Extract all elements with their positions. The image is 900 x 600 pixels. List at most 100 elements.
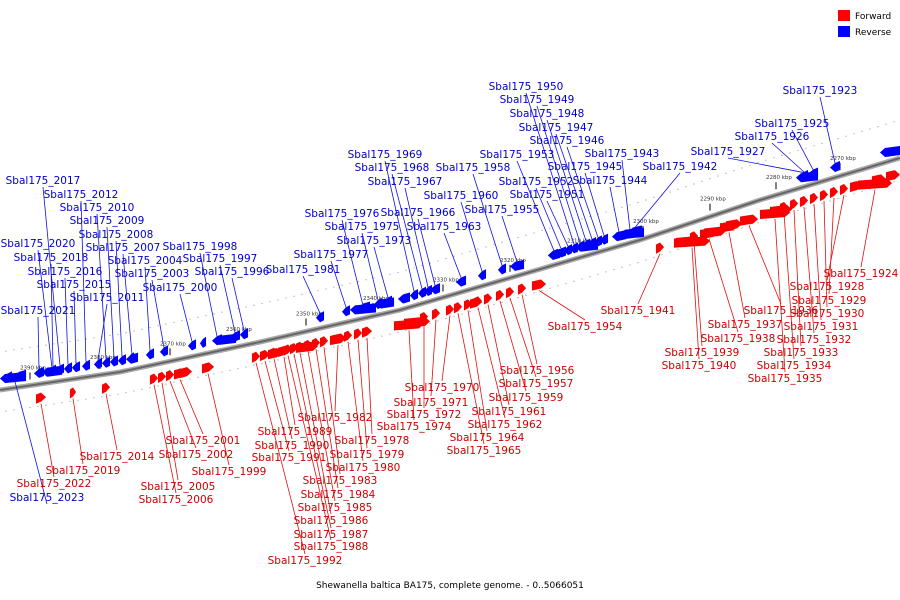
gene-label[interactable]: Sbal175_1997 <box>183 253 258 265</box>
gene-label[interactable]: Sbal175_2010 <box>60 202 135 214</box>
gene-label[interactable]: Sbal175_1965 <box>447 445 522 457</box>
gene-label[interactable]: Sbal175_1930 <box>790 308 865 320</box>
gene-label[interactable]: Sbal175_1958 <box>436 162 511 174</box>
gene-label[interactable]: Sbal175_1937 <box>708 319 783 331</box>
gene-label[interactable]: Sbal175_1945 <box>548 161 623 173</box>
gene-label[interactable]: Sbal175_1976 <box>305 208 380 220</box>
gene-label[interactable]: Sbal175_1923 <box>783 85 858 97</box>
gene-label[interactable]: Sbal175_2014 <box>80 451 155 463</box>
gene-label[interactable]: Sbal175_1985 <box>298 502 373 514</box>
gene-label[interactable]: Sbal175_1983 <box>303 475 378 487</box>
guide-dot <box>725 172 727 174</box>
gene-label[interactable]: Sbal175_2008 <box>79 229 154 241</box>
gene-label[interactable]: Sbal175_1952 <box>499 176 574 188</box>
gene-label[interactable]: Sbal175_1986 <box>294 515 369 527</box>
gene-label[interactable]: Sbal175_1926 <box>735 131 810 143</box>
gene-label[interactable]: Sbal175_1957 <box>499 378 574 390</box>
gene-label[interactable]: Sbal175_2021 <box>1 305 76 317</box>
gene-label[interactable]: Sbal175_2019 <box>46 465 121 477</box>
gene-label[interactable]: Sbal175_1935 <box>748 373 823 385</box>
gene-label[interactable]: Sbal175_2018 <box>14 252 89 264</box>
gene-label[interactable]: Sbal175_1949 <box>500 94 575 106</box>
gene-label[interactable]: Sbal175_2011 <box>70 292 145 304</box>
gene-label[interactable]: Sbal175_1943 <box>585 148 660 160</box>
gene-label[interactable]: Sbal175_1953 <box>480 149 555 161</box>
gene-label[interactable]: Sbal175_1967 <box>368 176 443 188</box>
gene-label[interactable]: Sbal175_1977 <box>294 249 369 261</box>
gene-label[interactable]: Sbal175_1969 <box>348 149 423 161</box>
gene-label[interactable]: Sbal175_1979 <box>330 449 405 461</box>
guide-dot <box>237 368 239 370</box>
gene-label[interactable]: Sbal175_1987 <box>294 529 369 541</box>
gene-label[interactable]: Sbal175_1972 <box>387 409 462 421</box>
gene-label[interactable]: Sbal175_1933 <box>764 347 839 359</box>
gene-label[interactable]: Sbal175_1984 <box>301 489 376 501</box>
gene-label[interactable]: Sbal175_1992 <box>268 555 343 567</box>
gene-label[interactable]: Sbal175_1939 <box>665 347 740 359</box>
gene-label[interactable]: Sbal175_1980 <box>326 462 401 474</box>
gene-label[interactable]: Sbal175_2012 <box>44 189 119 201</box>
gene-label[interactable]: Sbal175_1968 <box>355 162 430 174</box>
gene-label[interactable]: Sbal175_2004 <box>108 255 183 267</box>
gene-label[interactable]: Sbal175_1934 <box>757 360 832 372</box>
gene-label[interactable]: Sbal175_1932 <box>777 334 852 346</box>
gene-label[interactable]: Sbal175_1948 <box>510 108 585 120</box>
gene-label[interactable]: Sbal175_1928 <box>790 281 865 293</box>
gene-label[interactable]: Sbal175_1956 <box>500 365 575 377</box>
gene-label[interactable]: Sbal175_1950 <box>489 81 564 93</box>
gene-label[interactable]: Sbal175_1959 <box>489 392 564 404</box>
gene-label[interactable]: Sbal175_1951 <box>510 189 585 201</box>
gene-label[interactable]: Sbal175_1924 <box>824 268 899 280</box>
gene-label[interactable]: Sbal175_1944 <box>573 175 648 187</box>
gene-label[interactable]: Sbal175_1936 <box>744 305 819 317</box>
gene-label[interactable]: Sbal175_1962 <box>468 419 543 431</box>
gene-label[interactable]: Sbal175_1938 <box>701 333 776 345</box>
gene-label[interactable]: Sbal175_1931 <box>784 321 859 333</box>
gene-label[interactable]: Sbal175_2023 <box>10 492 85 504</box>
gene-label[interactable]: Sbal175_2020 <box>1 238 76 250</box>
gene-label[interactable]: Sbal175_1947 <box>519 122 594 134</box>
gene-label[interactable]: Sbal175_2006 <box>139 494 214 506</box>
gene-label[interactable]: Sbal175_2005 <box>141 481 216 493</box>
gene-label[interactable]: Sbal175_2009 <box>70 215 145 227</box>
gene-label[interactable]: Sbal175_2022 <box>17 478 92 490</box>
gene-label[interactable]: Sbal175_2016 <box>28 266 103 278</box>
gene-label[interactable]: Sbal175_1929 <box>792 295 867 307</box>
gene-label[interactable]: Sbal175_2001 <box>166 435 241 447</box>
gene-label[interactable]: Sbal175_1966 <box>381 207 456 219</box>
gene-label[interactable]: Sbal175_1973 <box>337 235 412 247</box>
gene-label[interactable]: Sbal175_2002 <box>159 449 234 461</box>
gene-label[interactable]: Sbal175_1999 <box>192 466 267 478</box>
gene-label[interactable]: Sbal175_1971 <box>394 397 469 409</box>
gene-label[interactable]: Sbal175_2015 <box>37 279 112 291</box>
gene-label[interactable]: Sbal175_1925 <box>755 118 830 130</box>
gene-label[interactable]: Sbal175_1988 <box>294 541 369 553</box>
gene-label[interactable]: Sbal175_1998 <box>163 241 238 253</box>
gene-label[interactable]: Sbal175_2000 <box>143 282 218 294</box>
gene-label[interactable]: Sbal175_2017 <box>6 175 81 187</box>
gene-arrow <box>477 268 487 281</box>
gene-label[interactable]: Sbal175_1942 <box>643 161 718 173</box>
gene-label[interactable]: Sbal175_1996 <box>195 266 270 278</box>
gene-label[interactable]: Sbal175_1940 <box>662 360 737 372</box>
gene-label[interactable]: Sbal175_1964 <box>450 432 525 444</box>
gene-label[interactable]: Sbal175_1989 <box>258 426 333 438</box>
gene-label[interactable]: Sbal175_1975 <box>325 221 400 233</box>
gene-label[interactable]: Sbal175_2007 <box>86 242 161 254</box>
gene-label[interactable]: Sbal175_1954 <box>548 321 623 333</box>
gene-label[interactable]: Sbal175_1981 <box>266 264 341 276</box>
gene-label[interactable]: Sbal175_1982 <box>298 412 373 424</box>
gene-label[interactable]: Sbal175_1990 <box>255 440 330 452</box>
gene-label[interactable]: Sbal175_2003 <box>115 268 190 280</box>
gene-label[interactable]: Sbal175_1974 <box>377 421 452 433</box>
gene-label[interactable]: Sbal175_1963 <box>407 221 482 233</box>
gene-label[interactable]: Sbal175_1970 <box>405 382 480 394</box>
gene-label[interactable]: Sbal175_1946 <box>530 135 605 147</box>
gene-label[interactable]: Sbal175_1927 <box>691 146 766 158</box>
gene-label[interactable]: Sbal175_1941 <box>601 305 676 317</box>
gene-label[interactable]: Sbal175_1955 <box>465 204 540 216</box>
gene-label[interactable]: Sbal175_1991 <box>252 452 327 464</box>
gene-label[interactable]: Sbal175_1978 <box>335 435 410 447</box>
gene-label[interactable]: Sbal175_1960 <box>424 190 499 202</box>
gene-label[interactable]: Sbal175_1961 <box>472 406 547 418</box>
